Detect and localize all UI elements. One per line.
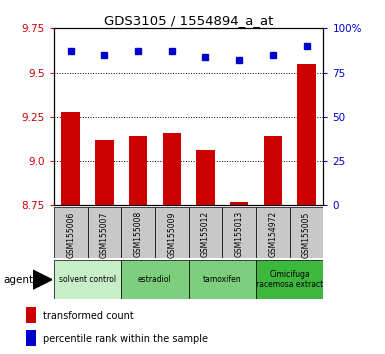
Bar bbox=[264, 136, 282, 205]
Bar bbox=[189, 207, 223, 258]
Bar bbox=[297, 64, 316, 205]
Text: GSM155013: GSM155013 bbox=[235, 211, 244, 257]
Bar bbox=[256, 260, 323, 299]
Bar bbox=[121, 207, 155, 258]
Text: GSM154972: GSM154972 bbox=[268, 211, 277, 257]
Text: transformed count: transformed count bbox=[43, 310, 134, 321]
Bar bbox=[26, 330, 36, 346]
Text: GSM155006: GSM155006 bbox=[66, 211, 75, 258]
Bar bbox=[54, 207, 88, 258]
Text: percentile rank within the sample: percentile rank within the sample bbox=[43, 333, 208, 344]
Text: tamoxifen: tamoxifen bbox=[203, 275, 242, 284]
Bar bbox=[121, 260, 189, 299]
Bar bbox=[62, 112, 80, 205]
Text: solvent control: solvent control bbox=[59, 275, 116, 284]
Bar bbox=[88, 207, 121, 258]
Bar bbox=[230, 202, 248, 205]
Text: estradiol: estradiol bbox=[138, 275, 172, 284]
Title: GDS3105 / 1554894_a_at: GDS3105 / 1554894_a_at bbox=[104, 14, 273, 27]
Bar bbox=[223, 207, 256, 258]
Bar bbox=[95, 140, 114, 205]
Bar bbox=[162, 133, 181, 205]
Text: agent: agent bbox=[4, 275, 34, 285]
Text: GSM155008: GSM155008 bbox=[134, 211, 142, 257]
Bar bbox=[290, 207, 323, 258]
Bar bbox=[129, 136, 147, 205]
Bar bbox=[196, 150, 215, 205]
Bar bbox=[155, 207, 189, 258]
Text: GSM155005: GSM155005 bbox=[302, 211, 311, 258]
Bar bbox=[54, 260, 121, 299]
Text: GSM155007: GSM155007 bbox=[100, 211, 109, 258]
Text: GSM155012: GSM155012 bbox=[201, 211, 210, 257]
Text: GSM155009: GSM155009 bbox=[167, 211, 176, 258]
Bar bbox=[26, 307, 36, 324]
Bar bbox=[256, 207, 290, 258]
Text: Cimicifuga
racemosa extract: Cimicifuga racemosa extract bbox=[256, 270, 323, 289]
Bar bbox=[189, 260, 256, 299]
Polygon shape bbox=[33, 270, 52, 289]
